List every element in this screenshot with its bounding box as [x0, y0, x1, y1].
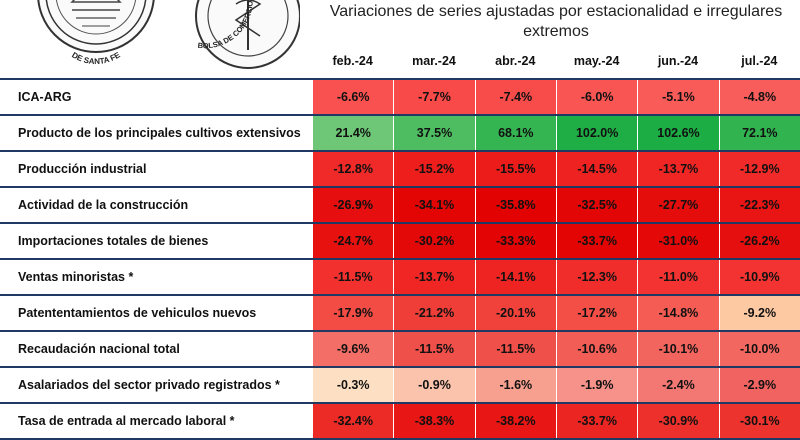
value-cell: -33.7%: [555, 224, 638, 258]
value-cell: -11.0%: [637, 260, 719, 294]
table-row: Patententamientos de vehiculos nuevos -17…: [0, 296, 800, 332]
table-row: ICA-ARG -6.6% -7.7% -7.4% -6.0% -5.1% -4.8%: [0, 80, 800, 116]
month-header: jun.-24: [657, 54, 699, 68]
value-cell: 102.0%: [555, 116, 638, 150]
value-cell: -14.5%: [555, 152, 638, 186]
value-cell: -0.3%: [312, 368, 394, 402]
value-cell: 68.1%: [474, 116, 556, 150]
value-cell: -32.4%: [312, 404, 394, 438]
row-label: Asalariados del sector privado registrad…: [18, 378, 280, 392]
value-cell: -12.8%: [312, 152, 394, 186]
table-row: Producción industrial -12.8% -15.2% -15.5% -…: [0, 152, 800, 188]
value-cell: -9.6%: [312, 332, 394, 366]
value-cell: -15.2%: [393, 152, 475, 186]
value-cell: -10.1%: [637, 332, 719, 366]
value-cell: -33.7%: [555, 404, 638, 438]
month-header: may.-24: [573, 54, 620, 68]
santa-fe-seal-icon: DE SANTA FE: [37, 0, 155, 66]
value-cell: -1.9%: [555, 368, 638, 402]
month-header: feb.-24: [332, 54, 373, 68]
table-row: Asalariados del sector privado registrad…: [0, 368, 800, 404]
value-cell: 21.4%: [312, 116, 394, 150]
value-cell: -35.8%: [474, 188, 556, 222]
table-row: Importaciones totales de bienes -24.7% -30…: [0, 224, 800, 260]
value-cell: -11.5%: [393, 332, 475, 366]
row-label: Ventas minoristas *: [18, 270, 134, 284]
value-cell: -21.2%: [393, 296, 475, 330]
value-cell: -10.9%: [718, 260, 800, 294]
value-cell: -13.7%: [637, 152, 719, 186]
value-cell: 72.1%: [718, 116, 800, 150]
value-cell: -30.9%: [637, 404, 719, 438]
row-label: Actividad de la construcción: [18, 198, 189, 212]
value-cell: -20.1%: [474, 296, 556, 330]
row-label: Recaudación nacional total: [18, 342, 180, 356]
value-cell: -10.0%: [718, 332, 800, 366]
value-cell: -26.9%: [312, 188, 394, 222]
value-cell: -27.7%: [637, 188, 719, 222]
table-title: Variaciones de series ajustadas por esta…: [312, 2, 800, 42]
value-cell: 37.5%: [393, 116, 475, 150]
value-cell: -17.2%: [555, 296, 638, 330]
value-cell: -34.1%: [393, 188, 475, 222]
value-cell: -30.2%: [393, 224, 475, 258]
table-row: Ventas minoristas * -11.5% -13.7% -14.1% -12…: [0, 260, 800, 296]
value-cell: -14.1%: [474, 260, 556, 294]
value-cell: -1.6%: [474, 368, 556, 402]
row-label: Tasa de entrada al mercado laboral *: [18, 414, 235, 428]
value-cell: -13.7%: [393, 260, 475, 294]
value-cell: -7.4%: [474, 80, 556, 114]
month-header: abr.-24: [495, 54, 536, 68]
title-line-1: Variaciones de series ajustadas por esta…: [329, 3, 783, 20]
value-cell: -10.6%: [555, 332, 638, 366]
title-line-2: extremos: [523, 23, 589, 40]
value-cell: -17.9%: [312, 296, 394, 330]
table-row: Tasa de entrada al mercado laboral * -32.…: [0, 404, 800, 440]
row-label: Importaciones totales de bienes: [18, 234, 209, 248]
month-header: mar.-24: [412, 54, 456, 68]
value-cell: -9.2%: [718, 296, 800, 330]
value-cell: -2.9%: [718, 368, 800, 402]
value-cell: -4.8%: [718, 80, 800, 114]
data-table: ICA-ARG -6.6% -7.7% -7.4% -6.0% -5.1% -4.8% Pro…: [0, 78, 800, 440]
value-cell: -14.8%: [637, 296, 719, 330]
value-cell: -26.2%: [718, 224, 800, 258]
month-header: jul.-24: [741, 54, 778, 68]
value-cell: -5.1%: [637, 80, 719, 114]
table-row: Actividad de la construcción -26.9% -34.1%…: [0, 188, 800, 224]
value-cell: -38.3%: [393, 404, 475, 438]
seals-graphic: DE SANTA FE BOLSA DE COMERCIO DE ROSARIO: [37, 0, 300, 69]
value-cell: -6.6%: [312, 80, 394, 114]
value-cell: 102.6%: [637, 116, 719, 150]
value-cell: -32.5%: [555, 188, 638, 222]
value-cell: -22.3%: [718, 188, 800, 222]
value-cell: -31.0%: [637, 224, 719, 258]
value-cell: -12.9%: [718, 152, 800, 186]
row-label: ICA-ARG: [18, 90, 72, 104]
row-label: Patententamientos de vehiculos nuevos: [18, 306, 257, 320]
table-row: Producto de los principales cultivos ext…: [0, 116, 800, 152]
value-cell: -24.7%: [312, 224, 394, 258]
value-cell: -12.3%: [555, 260, 638, 294]
value-cell: -2.4%: [637, 368, 719, 402]
value-cell: -7.7%: [393, 80, 475, 114]
value-cell: -6.0%: [555, 80, 638, 114]
value-cell: -15.5%: [474, 152, 556, 186]
value-cell: -33.3%: [474, 224, 556, 258]
month-header-row: feb.-24 mar.-24 abr.-24 may.-24 jun.-24 jul.-…: [312, 54, 800, 72]
value-cell: -30.1%: [718, 404, 800, 438]
row-label: Producto de los principales cultivos ext…: [18, 126, 301, 140]
value-cell: -0.9%: [393, 368, 475, 402]
table-row: Recaudación nacional total -9.6% -11.5% -11…: [0, 332, 800, 368]
bolsa-rosario-seal-icon: BOLSA DE COMERCIO DE ROSARIO: [195, 0, 300, 69]
row-label: Producción industrial: [18, 162, 147, 176]
value-cell: -11.5%: [474, 332, 556, 366]
value-cell: -38.2%: [474, 404, 556, 438]
header-logos: DE SANTA FE BOLSA DE COMERCIO DE ROSARIO: [0, 0, 300, 74]
value-cell: -11.5%: [312, 260, 394, 294]
